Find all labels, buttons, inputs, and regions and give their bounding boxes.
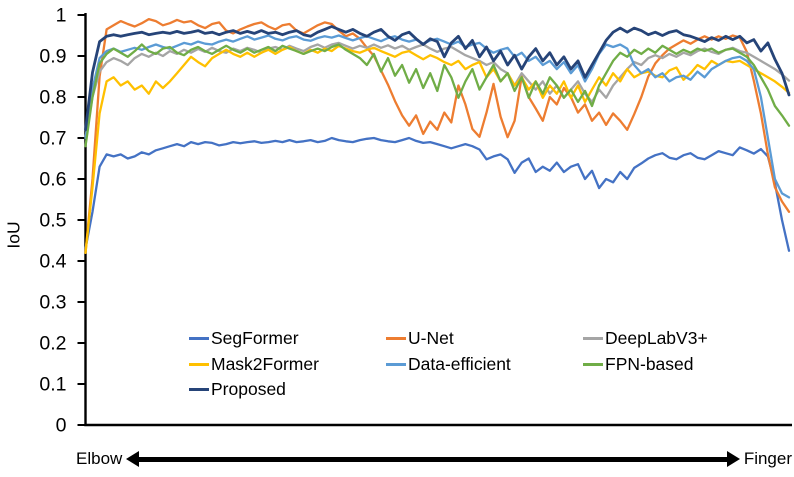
legend-swatch-mask2former [189, 362, 209, 366]
series-line-segformer [84, 136, 791, 252]
series-line-u-net [84, 17, 791, 254]
legend-label-segformer: SegFormer [211, 328, 299, 348]
y-tick-label: 0.6 [39, 169, 66, 191]
legend-item-u-net: U-Net [386, 326, 583, 352]
legend-label-mask2former: Mask2Former [211, 353, 319, 374]
legend-swatch-data-efficient [386, 362, 406, 366]
legend-item-segformer: SegFormer [189, 326, 386, 352]
y-tick-label: 0.2 [39, 333, 66, 355]
series-line-data-efficient [84, 34, 791, 199]
y-tick-label: 0.3 [39, 292, 66, 314]
legend-item-fpn-based: FPN-based [583, 352, 708, 378]
series-line-fpn-based [84, 43, 791, 148]
x-axis-end-label: Finger [743, 449, 792, 468]
y-tick-label: 0 [56, 415, 67, 437]
legend-item-mask2former: Mask2Former [189, 352, 386, 378]
legend-swatch-deeplabv3- [583, 337, 603, 341]
y-tick-label: 0.5 [39, 210, 66, 232]
plot-area: 0 0.1 0.2 0.3 0.4 0.5 0.6 0.7 0.8 0.9 1 [39, 5, 792, 437]
series-line-proposed [84, 25, 791, 132]
legend-swatch-fpn-based [583, 362, 603, 366]
legend-item-data-efficient: Data-efficient [386, 352, 583, 378]
series-line-mask2former [84, 44, 791, 254]
double-headed-arrow-icon [126, 451, 740, 467]
y-tick-label: 0.4 [39, 251, 66, 273]
legend-label-u-net: U-Net [408, 328, 454, 348]
legend-item-proposed: Proposed [189, 377, 386, 403]
x-axis-start-label: Elbow [76, 449, 123, 468]
legend-label-fpn-based: FPN-based [605, 353, 694, 374]
y-tick-label: 0.8 [39, 87, 66, 109]
y-tick-label: 0.9 [39, 46, 66, 68]
legend-label-data-efficient: Data-efficient [408, 353, 511, 374]
legend-label-proposed: Proposed [211, 379, 286, 399]
x-axis-annotation: Elbow Finger [76, 444, 792, 474]
legend-label-deeplabv3-: DeepLabV3+ [605, 328, 708, 348]
legend-swatch-segformer [189, 337, 209, 341]
chart-legend: SegFormer U-Net DeepLabV3+ Mask2Former Data-… [189, 326, 708, 403]
legend-swatch-proposed [189, 388, 209, 392]
legend-item-deeplabv3-: DeepLabV3+ [583, 326, 708, 352]
y-tick-label: 1 [56, 5, 67, 27]
y-tick-label: 0.7 [39, 128, 66, 150]
y-tick-label: 0.1 [39, 374, 66, 396]
legend-swatch-u-net [386, 337, 406, 341]
